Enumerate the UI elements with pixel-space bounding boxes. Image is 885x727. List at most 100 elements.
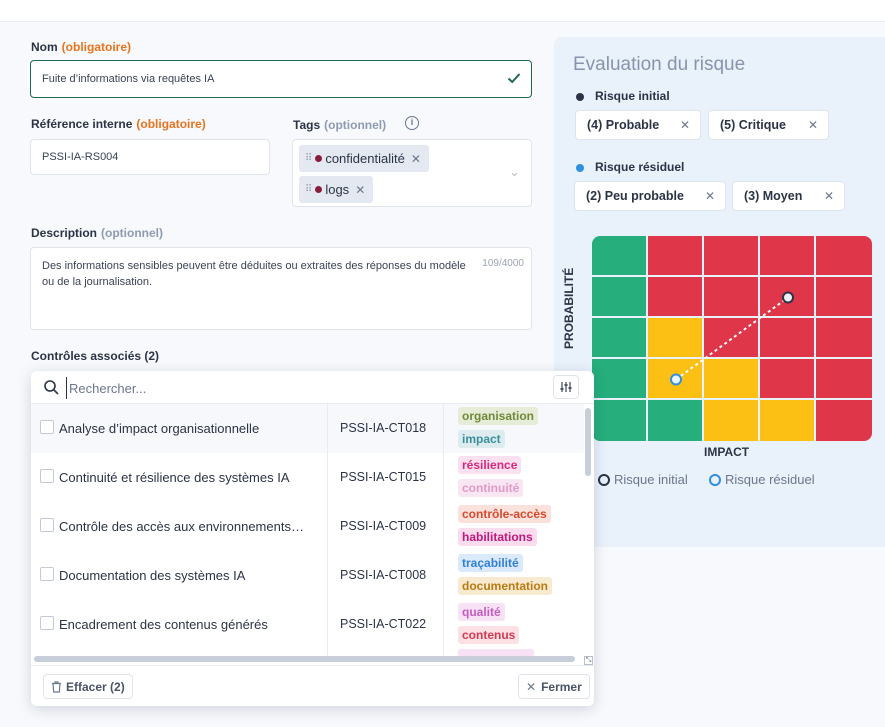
remove-tag-icon[interactable]: ✕ [410, 151, 421, 166]
close-button[interactable]: ✕ Fermer [518, 674, 590, 699]
initial-probability-select[interactable]: (4) Probable ✕ [575, 110, 701, 140]
control-name: Encadrement des contenus générés [59, 617, 268, 632]
row-checkbox[interactable] [40, 616, 54, 630]
search-icon [44, 380, 59, 395]
matrix-cell [816, 359, 872, 398]
initial-impact-select[interactable]: (5) Critique ✕ [708, 110, 829, 140]
tag-chip[interactable]: ⠿ confidentialité ✕ [299, 145, 429, 172]
info-icon[interactable]: i [405, 116, 419, 130]
matrix-cell [648, 400, 702, 441]
matrix-cell [704, 236, 758, 275]
description-value: Des informations sensibles peuvent être … [42, 260, 466, 288]
control-tag: traçabilité [458, 554, 523, 572]
risk-trajectory-line [675, 296, 789, 381]
column-divider [443, 404, 444, 656]
matrix-cell [816, 236, 872, 275]
risk-matrix [592, 236, 872, 441]
list-item[interactable]: Encadrement des contenus générés PSSI-IA-… [31, 600, 584, 649]
initial-risk-label: Risque initial [595, 89, 670, 103]
control-tag [458, 649, 534, 657]
row-checkbox[interactable] [40, 567, 54, 581]
control-tag: qualité [458, 603, 505, 621]
matrix-cell [816, 400, 872, 441]
matrix-cell [760, 318, 814, 357]
nom-label: Nom (obligatoire) [31, 40, 131, 54]
control-tag: contenus [458, 626, 520, 644]
matrix-cell [704, 359, 758, 398]
description-label: Description (optionnel) [31, 226, 163, 240]
legend-initial: Risque initial [598, 472, 688, 487]
control-tag: résilience [458, 456, 522, 474]
control-name: Contrôle des accès aux environnements… [59, 519, 304, 534]
list-item[interactable]: Analyse d’impact organisationnelle PSSI-I… [31, 404, 584, 453]
description-textarea[interactable]: Des informations sensibles peuvent être … [30, 247, 532, 330]
control-ref: PSSI-IA-CT008 [340, 568, 427, 582]
matrix-cell [592, 236, 646, 275]
resize-handle-icon[interactable]: ⤡ [584, 656, 593, 665]
matrix-cell [592, 359, 646, 398]
control-tag: organisation [458, 407, 539, 425]
search-input[interactable] [66, 377, 536, 399]
residual-risk-point [670, 373, 682, 386]
matrix-cell [760, 400, 814, 441]
residual-ring-icon [709, 473, 721, 486]
picker-footer: Effacer (2) ✕ Fermer [31, 665, 594, 706]
control-ref: PSSI-IA-CT009 [340, 519, 427, 533]
controles-label: Contrôles associés (2) [31, 349, 160, 363]
list-item[interactable]: Contrôle des accès aux environnements… PS… [31, 502, 584, 551]
matrix-cell [816, 277, 872, 316]
clear-icon[interactable]: ✕ [679, 118, 690, 132]
control-name: Continuité et résilience des systèmes IA [59, 470, 290, 485]
matrix-cell [592, 318, 646, 357]
drag-handle-icon[interactable]: ⠿ [305, 153, 312, 164]
row-checkbox[interactable] [40, 469, 54, 483]
matrix-cell [648, 318, 702, 357]
control-name: Documentation des systèmes IA [59, 568, 246, 583]
initial-risk-point [782, 291, 794, 304]
clear-icon[interactable]: ✕ [704, 189, 715, 203]
reference-label: Référence interne (obligatoire) [31, 117, 206, 131]
residual-impact-select[interactable]: (3) Moyen ✕ [732, 181, 845, 211]
risk-points-overlay [670, 291, 794, 386]
list-item[interactable]: Continuité et résilience des systèmes IA… [31, 453, 584, 502]
row-checkbox[interactable] [40, 420, 54, 434]
initial-ring-icon [598, 473, 610, 486]
matrix-cell [648, 236, 702, 275]
trash-icon [52, 680, 61, 693]
remove-tag-icon[interactable]: ✕ [355, 182, 366, 197]
matrix-cell [704, 400, 758, 441]
legend-residual: Risque résiduel [709, 472, 815, 487]
tag-color-dot [315, 155, 323, 162]
filter-button[interactable] [553, 375, 579, 399]
matrix-cell [592, 400, 646, 441]
control-tag: contrôle-accès [458, 505, 551, 523]
clear-selection-button[interactable]: Effacer (2) [43, 674, 133, 699]
tag-chip[interactable]: ⠿ logs ✕ [299, 176, 374, 203]
column-divider [327, 404, 328, 656]
tags-label: Tags (optionnel) [293, 118, 387, 132]
matrix-cell [648, 277, 702, 316]
risk-panel: Evaluation du risque Risque initial (4) … [554, 37, 885, 547]
matrix-cell [704, 318, 758, 357]
control-tag: documentation [458, 577, 552, 595]
matrix-cell [816, 318, 872, 357]
list-item[interactable]: Documentation des systèmes IA PSSI-IA-CT0… [31, 551, 584, 600]
clear-icon[interactable]: ✕ [823, 189, 834, 203]
row-checkbox[interactable] [40, 518, 54, 532]
char-counter: 109/4000 [482, 258, 524, 269]
chevron-down-icon[interactable]: ⌄ [509, 164, 520, 179]
control-tag: continuité [458, 479, 524, 497]
vertical-scrollbar[interactable] [585, 408, 591, 476]
horizontal-scrollbar[interactable] [34, 656, 575, 662]
tag-color-dot [315, 186, 323, 193]
residual-probability-select[interactable]: (2) Peu probable ✕ [574, 181, 726, 211]
nom-input[interactable]: Fuite d’informations via requêtes IA [30, 60, 532, 98]
control-ref: PSSI-IA-CT018 [340, 421, 427, 435]
drag-handle-icon[interactable]: ⠿ [305, 184, 312, 195]
reference-input[interactable]: PSSI-IA-RS004 [30, 139, 270, 175]
valid-check-icon [507, 73, 521, 84]
reference-value: PSSI-IA-RS004 [42, 151, 119, 163]
nom-value: Fuite d’informations via requêtes IA [42, 73, 215, 85]
sliders-icon [560, 382, 572, 392]
clear-icon[interactable]: ✕ [807, 118, 818, 132]
